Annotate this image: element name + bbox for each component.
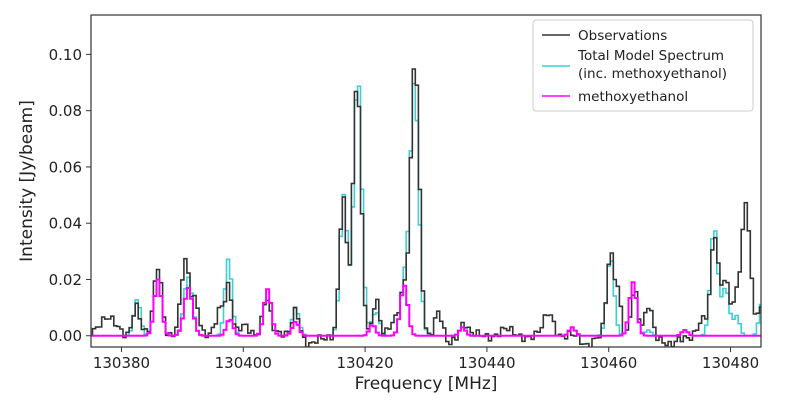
y-tick-label: 0.08 bbox=[49, 102, 82, 120]
x-tick-label: 130480 bbox=[702, 354, 759, 372]
x-axis-label: Frequency [MHz] bbox=[355, 374, 498, 394]
methoxyethanol-line bbox=[91, 278, 761, 337]
legend-label-observations: Observations bbox=[578, 28, 667, 44]
x-tick-label: 130440 bbox=[458, 354, 515, 372]
legend-label-total-model: Total Model Spectrum bbox=[577, 48, 724, 64]
observations-line bbox=[91, 68, 761, 347]
y-axis-label: Intensity [Jy/beam] bbox=[17, 100, 37, 262]
legend: Observations Total Model Spectrum (inc. … bbox=[532, 19, 754, 112]
y-tick-label: 0.02 bbox=[49, 271, 82, 289]
legend-label-total-model-note: (inc. methoxyethanol) bbox=[578, 66, 727, 82]
plot-frame bbox=[90, 14, 762, 348]
x-tick-label: 130380 bbox=[93, 354, 150, 372]
legend-box bbox=[532, 19, 754, 112]
x-tick-label: 130400 bbox=[215, 354, 272, 372]
y-tick-label: 0.06 bbox=[49, 158, 82, 176]
y-tick-label: 0.10 bbox=[49, 46, 82, 64]
x-tick-label: 130460 bbox=[580, 354, 637, 372]
legend-label-methoxyethanol: methoxyethanol bbox=[578, 89, 688, 105]
y-tick-label: 0.00 bbox=[49, 327, 82, 345]
x-tick-label: 130420 bbox=[336, 354, 393, 372]
y-tick-label: 0.04 bbox=[49, 215, 82, 233]
